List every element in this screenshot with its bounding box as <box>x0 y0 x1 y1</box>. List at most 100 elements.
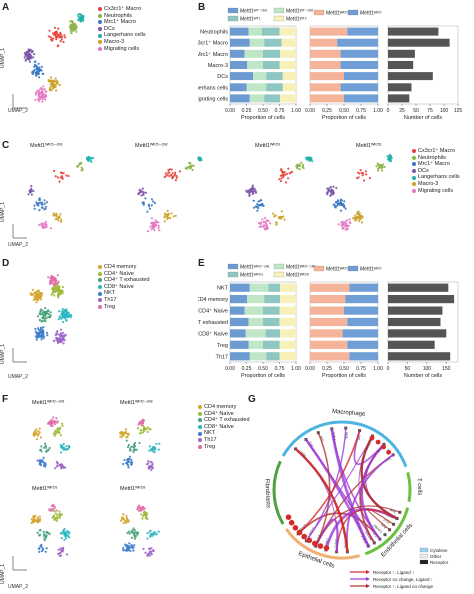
x-axis-label: Number of cells <box>404 373 442 379</box>
f-legend-item: Th17 <box>198 437 250 444</box>
umap-point <box>62 315 66 318</box>
umap-point <box>27 193 30 196</box>
legend-dot-icon <box>98 40 102 45</box>
umap-point <box>58 310 61 313</box>
umap-point <box>127 443 130 447</box>
umap-point <box>59 328 63 331</box>
umap-point <box>38 209 41 212</box>
umap-point <box>129 455 132 458</box>
umap-point <box>132 549 135 552</box>
umap-point <box>27 51 30 54</box>
bar-category-label: Neutrophils <box>200 30 228 36</box>
umap-point <box>69 20 72 23</box>
umap-point <box>262 225 265 229</box>
umap-point <box>65 532 68 535</box>
umap-point <box>154 446 157 449</box>
type-legend-swatch <box>419 553 429 559</box>
x-tick-label: 100 <box>440 108 449 114</box>
umap-point <box>142 192 145 195</box>
umap-point <box>152 225 155 228</box>
legend-swatch <box>227 7 239 14</box>
legend-label: Neutrophils <box>104 12 132 19</box>
umap-point <box>60 38 63 41</box>
umap-point <box>57 34 60 37</box>
umap-point <box>37 100 41 103</box>
gene-label: Itga4 <box>299 523 307 531</box>
a-legend-item: Mrc1⁺ Macro <box>98 19 146 26</box>
umap-point <box>172 215 175 218</box>
umap-point <box>65 174 68 177</box>
umap-d-xlabel: UMAP_2 <box>8 374 29 380</box>
umap-point <box>58 512 61 515</box>
umap-point <box>52 339 56 342</box>
umap-point <box>44 98 47 101</box>
umap-point <box>50 504 53 507</box>
umap-point <box>57 27 60 30</box>
umap-point <box>44 207 47 210</box>
legend-label: Neutrophils <box>418 154 446 161</box>
umap-point <box>28 189 31 192</box>
umap-point <box>142 418 145 421</box>
umap-point <box>41 547 44 550</box>
umap-point <box>130 445 133 448</box>
umap-point <box>62 337 65 340</box>
umap-point <box>138 504 141 507</box>
umap-point <box>148 550 151 554</box>
umap-point <box>61 531 65 534</box>
umap-point <box>128 542 131 545</box>
umap-point <box>48 509 52 512</box>
umap-f-title-3: Mettl1ᵂᴷᴼ¹ <box>32 486 58 492</box>
umap-point <box>70 32 73 35</box>
bar-category-label: Cx3cr1⁺ Macro <box>198 40 228 47</box>
umap-point <box>59 335 62 338</box>
bar-category-label: CD8⁺ Naïve <box>198 330 228 337</box>
umap-point <box>262 221 266 224</box>
link-legend-label: Receptor ↑, Ligand no change <box>373 584 434 589</box>
umap-point <box>65 448 68 451</box>
chord-link <box>366 507 394 531</box>
umap-point <box>301 165 304 168</box>
legend-dot-icon <box>98 13 102 18</box>
umap-point <box>262 204 265 207</box>
umap-point <box>51 508 54 511</box>
umap-point <box>260 221 263 224</box>
umap-point <box>41 329 45 332</box>
umap-point <box>64 333 67 336</box>
count-bar <box>388 27 439 36</box>
umap-point <box>37 93 41 96</box>
gene-tick <box>391 453 395 457</box>
legend-label: Macro-3 <box>104 38 125 45</box>
umap-point <box>53 213 57 217</box>
bar-category-label: Migrating cells <box>198 96 228 102</box>
umap-point <box>44 550 47 553</box>
legend-label: NKT <box>204 430 215 437</box>
umap-point <box>31 288 34 291</box>
umap-point <box>326 187 329 190</box>
umap-point <box>330 189 333 192</box>
umap-point <box>127 458 130 461</box>
umap-point <box>146 426 150 429</box>
umap-point <box>36 516 39 519</box>
umap-point <box>38 70 41 73</box>
f-legend-item: Treg <box>198 444 250 451</box>
umap-point <box>133 533 136 536</box>
umap-point <box>257 204 260 207</box>
umap-point <box>151 222 154 225</box>
umap-point <box>340 221 343 224</box>
umap-point <box>298 164 301 168</box>
count-bar <box>388 61 414 69</box>
umap-point <box>53 510 56 513</box>
umap-point <box>48 88 52 91</box>
umap-point <box>135 448 138 451</box>
legend-swatch-label: Mettl1ᵂᴷᴼ⁻ᶜᴺ <box>326 11 355 17</box>
umap-point <box>55 519 59 522</box>
umap-point <box>178 170 182 173</box>
umap-point <box>49 36 52 39</box>
stacked-bar-segment <box>310 283 350 292</box>
x-tick-label: 0 <box>387 108 390 114</box>
umap-point <box>62 172 65 175</box>
umap-point <box>260 225 263 228</box>
umap-point <box>274 214 277 217</box>
umap-point <box>157 448 160 451</box>
stacked-bar-segment <box>230 94 250 103</box>
